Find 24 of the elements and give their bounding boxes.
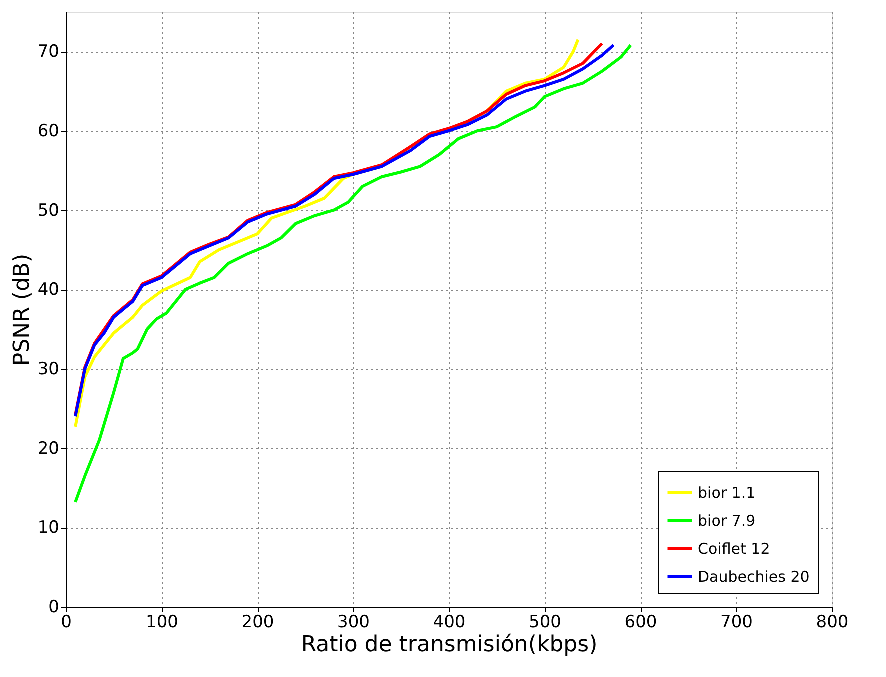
x-tick-label: 800 <box>816 612 849 632</box>
x-tick-label: 700 <box>720 612 753 632</box>
legend-label: Coiflet 12 <box>698 540 770 558</box>
x-tick-label: 300 <box>338 612 370 632</box>
legend-label: bior 1.1 <box>698 484 756 502</box>
y-tick-label: 30 <box>38 360 60 380</box>
y-axis-title: PSNR (dB) <box>10 254 35 366</box>
y-tick-label: 40 <box>38 280 60 300</box>
legend-label: Daubechies 20 <box>698 568 810 586</box>
x-tick-label: 600 <box>624 612 658 632</box>
x-axis-title: Ratio de transmisión(kbps) <box>301 632 598 658</box>
x-tick-label: 100 <box>146 612 178 632</box>
y-tick-label: 0 <box>48 598 60 618</box>
x-tick-label: 400 <box>433 612 466 632</box>
y-tick-label: 10 <box>38 518 60 538</box>
x-tick-label: 0 <box>61 612 72 632</box>
line-series <box>74 44 632 504</box>
y-tick-label: 20 <box>38 438 60 459</box>
y-tick-label: 60 <box>38 122 60 142</box>
y-tick-label: 70 <box>38 42 60 62</box>
legend-label: bior 7.9 <box>698 512 756 530</box>
y-tick-label: 50 <box>38 200 60 221</box>
x-tick-label: 500 <box>529 612 562 632</box>
x-tick-label: 200 <box>242 612 274 632</box>
